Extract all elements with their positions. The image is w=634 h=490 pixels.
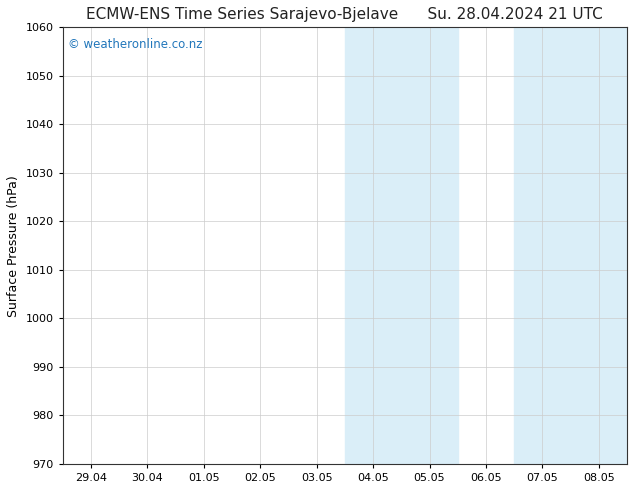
Bar [401,27,458,464]
Bar [514,27,571,464]
Y-axis label: Surface Pressure (hPa): Surface Pressure (hPa) [7,175,20,317]
Bar [345,27,401,464]
Text: © weatheronline.co.nz: © weatheronline.co.nz [68,38,203,51]
Title: ECMW-ENS Time Series Sarajevo-Bjelave      Su. 28.04.2024 21 UTC: ECMW-ENS Time Series Sarajevo-Bjelave Su… [86,7,603,22]
Bar [571,27,627,464]
